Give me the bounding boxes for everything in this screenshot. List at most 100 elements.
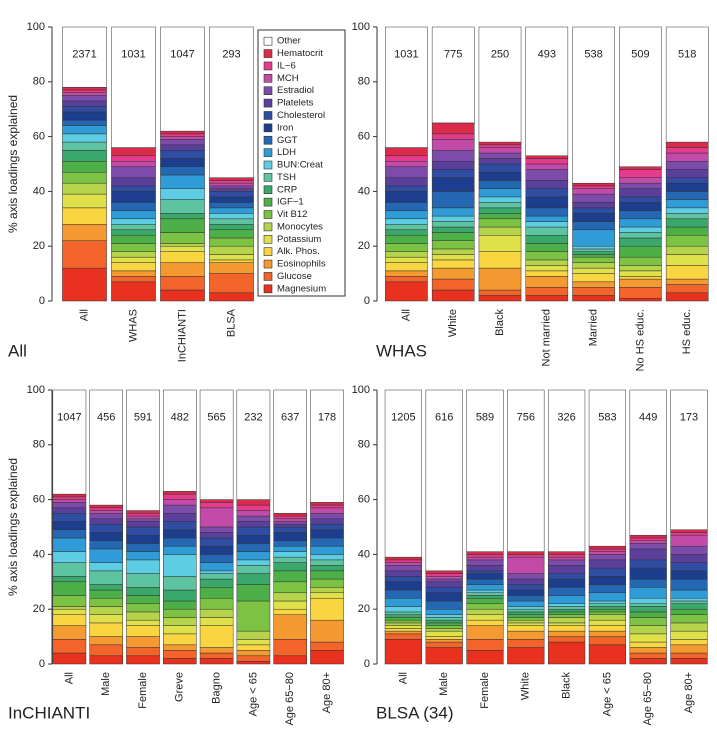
bar-label: 482 xyxy=(171,411,189,423)
bar-segment xyxy=(126,625,160,637)
bar-segment xyxy=(619,26,662,167)
bar-segment xyxy=(478,289,522,296)
bar-segment xyxy=(670,578,708,591)
bar-label: 583 xyxy=(598,411,616,423)
x-tick-label: Black xyxy=(561,672,573,699)
bar-segment xyxy=(478,213,522,220)
panel-title: WHAS xyxy=(376,341,427,360)
bar-segment xyxy=(425,617,463,621)
bar-segment xyxy=(507,554,545,558)
bar-segment xyxy=(126,518,160,522)
bar-segment xyxy=(629,641,667,648)
legend-swatch xyxy=(263,197,273,207)
bar-segment xyxy=(126,534,160,544)
x-tick-label: Black xyxy=(494,309,506,336)
legend-swatch xyxy=(263,160,273,170)
bar-segment xyxy=(425,647,463,665)
legend-swatch xyxy=(263,61,273,71)
bar-segment xyxy=(629,597,667,604)
bar-segment xyxy=(629,652,667,659)
bar-segment xyxy=(209,292,254,302)
bar-segment xyxy=(62,207,107,225)
bar-segment xyxy=(310,529,344,539)
panel: 0 20 40 60 80 100 % axis loadings explained All… xyxy=(6,21,346,362)
bar-segment xyxy=(62,193,107,209)
bar-segment xyxy=(126,647,160,657)
bar-segment xyxy=(236,504,271,511)
y-tick-label: 20 xyxy=(33,240,45,252)
bar-label: 565 xyxy=(207,411,225,423)
bar-segment xyxy=(209,273,254,294)
bar-segment xyxy=(572,267,615,274)
bar-segment xyxy=(52,507,87,514)
bar-segment xyxy=(126,573,160,588)
bar-segment xyxy=(385,270,428,277)
bar-segment xyxy=(466,554,504,558)
bar-segment xyxy=(547,611,586,615)
bar-segment xyxy=(425,630,463,637)
bar-segment xyxy=(236,510,271,517)
bar-segment xyxy=(385,276,428,283)
bar-segment xyxy=(111,177,156,187)
bar-segment xyxy=(126,543,160,552)
bar-segment xyxy=(162,608,197,618)
bar-segment xyxy=(525,180,569,189)
bar-segment xyxy=(385,191,428,203)
bar-segment xyxy=(507,595,545,602)
bar-segment xyxy=(466,619,504,626)
bar-segment xyxy=(384,622,423,626)
bar-segment xyxy=(310,513,344,520)
bar-segment xyxy=(507,578,545,585)
bar-segment xyxy=(547,565,586,574)
bar-segment xyxy=(236,389,271,500)
bar-segment xyxy=(199,617,234,626)
bar-segment xyxy=(425,625,463,629)
bar-label: 1031 xyxy=(121,48,145,60)
bar-segment xyxy=(384,576,423,583)
bar-segment xyxy=(619,166,662,170)
bar-segment xyxy=(89,614,124,624)
bar-segment xyxy=(385,210,428,220)
bar-segment xyxy=(236,655,271,662)
bar-segment xyxy=(588,554,627,561)
bar-segment xyxy=(310,507,344,514)
x-tick-label: Male xyxy=(100,672,112,696)
x-tick-label: All xyxy=(397,672,409,684)
bar-segment xyxy=(670,589,708,599)
bar-segment xyxy=(507,647,545,665)
bar-segment xyxy=(209,213,254,220)
bar-segment xyxy=(236,584,271,602)
bar-segment xyxy=(547,608,586,613)
bar-segment xyxy=(160,251,205,263)
bar-segment xyxy=(478,26,522,143)
bar-segment xyxy=(89,540,124,550)
bar-segment xyxy=(466,650,504,665)
bar-segment xyxy=(572,207,615,214)
bar-segment xyxy=(126,389,160,511)
bar-segment xyxy=(273,614,308,640)
bar-segment xyxy=(384,565,423,572)
bar-segment xyxy=(384,630,423,635)
bar-segment xyxy=(89,532,124,541)
bar-segment xyxy=(478,152,522,159)
bar-segment xyxy=(126,521,160,528)
bar-segment xyxy=(665,207,709,214)
bar-segment xyxy=(162,389,197,492)
bar-segment xyxy=(629,537,667,541)
bar-segment xyxy=(588,559,627,569)
bar-segment xyxy=(572,262,615,269)
y-tick-label: 80 xyxy=(358,439,370,451)
bar-segment xyxy=(670,600,708,604)
bar-segment xyxy=(588,603,627,607)
bar-segment xyxy=(162,521,197,530)
legend-label: Eosinophils xyxy=(277,259,326,270)
bar-segment xyxy=(385,177,428,187)
bar-segment xyxy=(273,524,308,528)
bar-segment xyxy=(62,267,107,302)
bar-segment xyxy=(431,267,475,280)
bar-segment xyxy=(273,562,308,572)
legend-swatch xyxy=(263,123,273,133)
bar-segment xyxy=(572,256,615,263)
bar-segment xyxy=(466,639,504,651)
bar-segment xyxy=(507,389,545,552)
